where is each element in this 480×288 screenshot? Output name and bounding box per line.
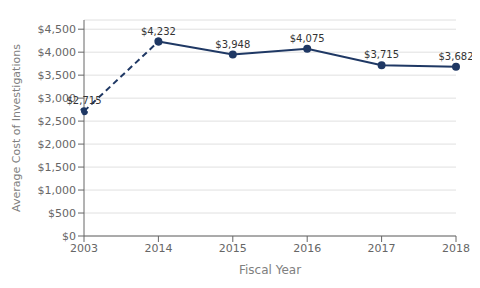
svg-text:$4,000: $4,000 xyxy=(38,46,77,59)
svg-text:$4,075: $4,075 xyxy=(290,33,325,44)
svg-text:$500: $500 xyxy=(48,207,76,220)
svg-text:2003: 2003 xyxy=(70,242,98,255)
svg-text:$4,232: $4,232 xyxy=(141,26,176,37)
svg-text:$3,948: $3,948 xyxy=(215,39,250,50)
svg-text:Fiscal Year: Fiscal Year xyxy=(239,263,301,277)
svg-text:$2,715: $2,715 xyxy=(67,95,102,106)
svg-text:$2,500: $2,500 xyxy=(38,115,77,128)
svg-text:$1,500: $1,500 xyxy=(38,161,77,174)
svg-text:Average Cost of Investigations: Average Cost of Investigations xyxy=(10,44,23,212)
svg-text:$3,715: $3,715 xyxy=(364,49,399,60)
svg-text:2014: 2014 xyxy=(144,242,172,255)
svg-text:2016: 2016 xyxy=(293,242,321,255)
svg-text:$0: $0 xyxy=(62,230,76,243)
svg-text:$3,000: $3,000 xyxy=(37,92,76,105)
svg-text:$1,000: $1,000 xyxy=(38,184,77,197)
svg-text:$2,000: $2,000 xyxy=(38,138,77,151)
svg-text:2015: 2015 xyxy=(219,242,247,255)
svg-text:$3,500: $3,500 xyxy=(38,69,77,82)
svg-text:$4,500: $4,500 xyxy=(38,23,77,36)
svg-text:2017: 2017 xyxy=(368,242,396,255)
svg-text:$3,682: $3,682 xyxy=(439,51,473,62)
svg-text:2018: 2018 xyxy=(442,242,470,255)
